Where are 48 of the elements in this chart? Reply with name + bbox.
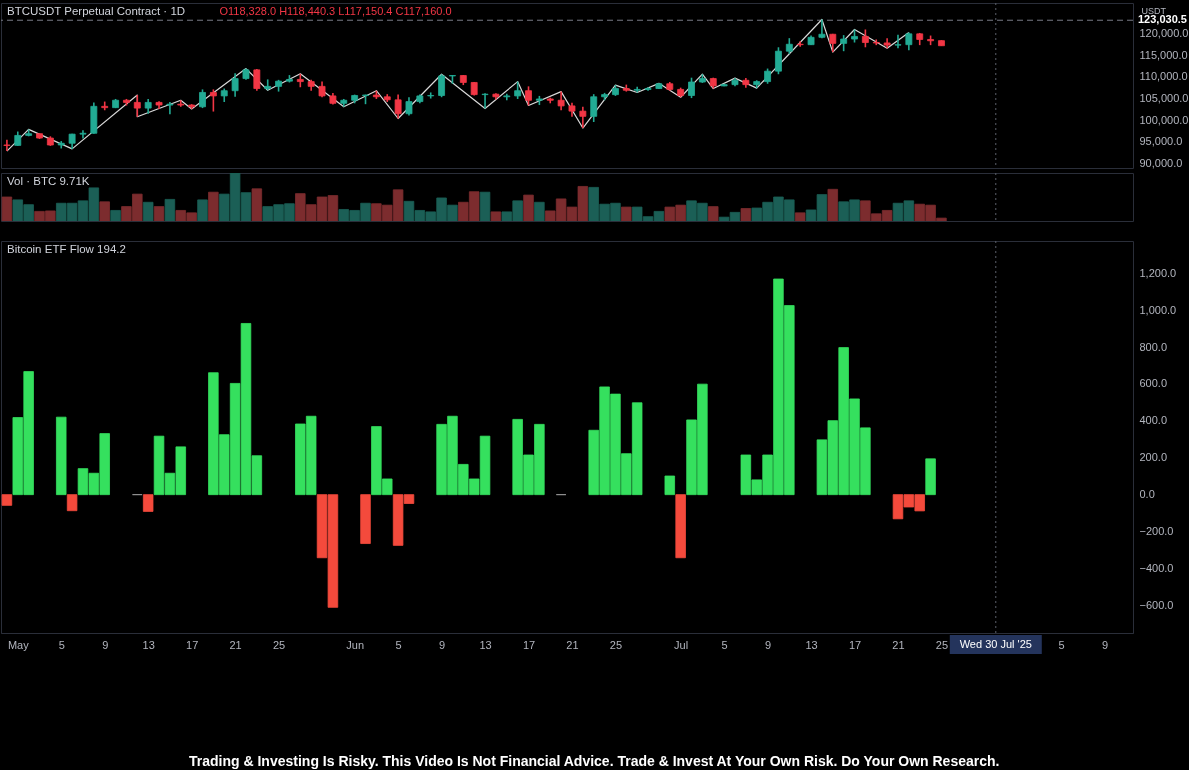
chart-title: BTCUSDT Perpetual Contract · 1D: [7, 5, 186, 17]
x-tick-label: 13: [805, 638, 818, 651]
x-tick-label: May: [7, 638, 30, 651]
y-tick-label: −600.0: [1139, 598, 1174, 611]
chart-subtitle: O118,328.0 H118,440.3 L117,150.4 C117,160.0: [219, 5, 452, 17]
x-tick-label: 5: [721, 638, 728, 651]
x-tick-label: 9: [439, 638, 446, 651]
x-tick-label: 17: [848, 638, 862, 651]
y-tick-label: 110,000.0: [1139, 70, 1188, 83]
y-tick-label: 1,000.0: [1139, 303, 1177, 316]
y-tick-label: 95,000.0: [1139, 135, 1183, 148]
x-tick-label: 9: [765, 638, 772, 651]
x-tick-label: 9: [1101, 638, 1109, 651]
ref-line-label: 123,030.5: [1138, 13, 1187, 26]
x-tick-label: 13: [479, 638, 492, 651]
chart-title: Bitcoin ETF Flow 194.2: [7, 243, 126, 255]
ref-line-label: Wed 30 Jul '25: [959, 637, 1032, 650]
y-tick-label: −200.0: [1139, 525, 1174, 538]
x-tick-label: 5: [1058, 638, 1065, 651]
y-tick-label: 200.0: [1139, 451, 1168, 464]
y-tick-label: 1,200.0: [1139, 266, 1177, 279]
x-tick-label: 17: [186, 638, 199, 651]
x-tick-label: 13: [142, 638, 155, 651]
x-tick-label: 25: [935, 638, 949, 651]
y-tick-label: −400.0: [1139, 561, 1174, 574]
y-tick-label: 120,000.0: [1139, 26, 1189, 39]
y-tick-label: 105,000.0: [1139, 92, 1189, 105]
chart-title: Vol · BTC 9.71K: [7, 175, 90, 187]
y-tick-label: 800.0: [1139, 340, 1168, 353]
x-tick-label: 25: [609, 638, 623, 651]
x-tick-label: Jul: [674, 638, 689, 651]
x-tick-label: 17: [522, 638, 536, 651]
x-tick-label: 5: [395, 638, 402, 651]
y-tick-label: 0.0: [1139, 488, 1155, 501]
x-tick-label: Jun: [346, 638, 365, 651]
x-tick-label: 21: [892, 638, 905, 651]
x-tick-label: 21: [566, 638, 579, 651]
y-tick-label: 100,000.0: [1139, 113, 1189, 126]
x-tick-label: 9: [102, 638, 109, 651]
x-tick-label: 25: [272, 638, 286, 651]
x-tick-label: 5: [58, 638, 65, 651]
x-tick-label: 21: [229, 638, 242, 651]
y-tick-label: 400.0: [1139, 414, 1168, 427]
text: Trading & Investing Is Risky. This Video Is Not Financial Advice. Trade & Invest At Your Own Risk. Do Your Own Research.: [189, 752, 1000, 769]
y-tick-label: 600.0: [1139, 377, 1168, 390]
y-tick-label: 115,000.0: [1139, 48, 1188, 61]
y-axis-title: USDT: [1141, 5, 1167, 16]
y-tick-label: 90,000.0: [1139, 157, 1183, 170]
